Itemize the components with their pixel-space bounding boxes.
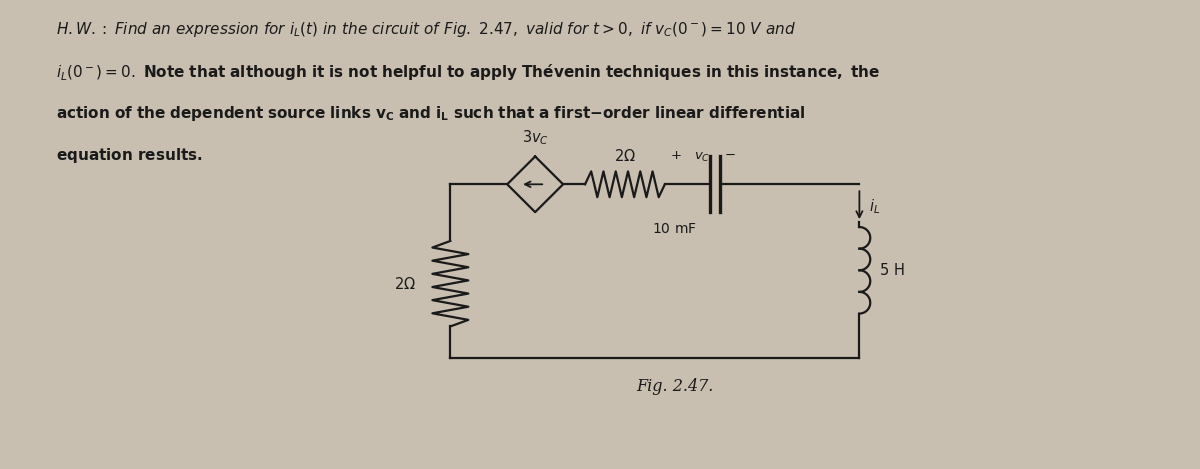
Text: $\mathbf{equation\ results.}$: $\mathbf{equation\ results.}$: [56, 145, 203, 165]
Text: $+\quad v_C\quad -$: $+\quad v_C\quad -$: [670, 151, 736, 165]
Text: $\it{H.W.}$$\it{:\ Find\ an\ expression\ for\ }$$i_L(t)$$\it{\ in\ the\ circuit\: $\it{H.W.}$$\it{:\ Find\ an\ expression\…: [56, 20, 797, 39]
Text: Fig. 2.47.: Fig. 2.47.: [636, 378, 714, 395]
Text: $2\Omega$: $2\Omega$: [394, 276, 415, 292]
Text: $2\Omega$: $2\Omega$: [614, 148, 636, 165]
Text: $\mathbf{action\ of\ the\ dependent\ source\ links\ }$$\mathbf{v_C}$$\mathbf{\ a: $\mathbf{action\ of\ the\ dependent\ sou…: [56, 104, 806, 123]
Text: $3v_C$: $3v_C$: [522, 128, 548, 146]
Text: $i_L$: $i_L$: [869, 197, 881, 216]
Text: $5\ \mathrm{H}$: $5\ \mathrm{H}$: [880, 262, 905, 278]
Text: $i_L(0^-)=0.$ $\mathbf{Note\ that\ although\ it\ is\ not\ helpful\ to\ apply\ Th: $i_L(0^-)=0.$ $\mathbf{Note\ that\ altho…: [56, 62, 881, 83]
Text: $10\ \mathrm{mF}$: $10\ \mathrm{mF}$: [653, 222, 697, 236]
